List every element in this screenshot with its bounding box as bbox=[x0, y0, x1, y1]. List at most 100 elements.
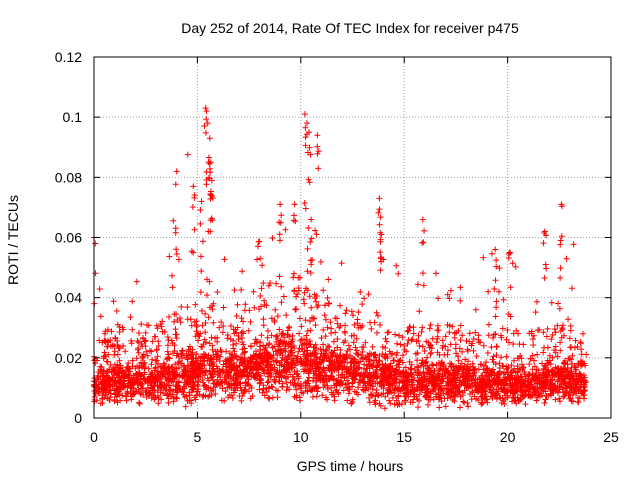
data-point bbox=[422, 362, 429, 369]
data-point bbox=[357, 379, 364, 386]
data-point bbox=[382, 335, 389, 342]
data-point bbox=[186, 343, 193, 350]
data-point bbox=[373, 309, 380, 316]
data-point bbox=[207, 159, 214, 166]
data-point bbox=[395, 371, 402, 378]
data-point bbox=[438, 378, 445, 385]
data-point bbox=[302, 134, 309, 141]
data-point bbox=[263, 385, 270, 392]
data-point bbox=[493, 263, 500, 270]
data-point bbox=[485, 321, 492, 328]
data-point bbox=[306, 144, 313, 151]
data-point bbox=[405, 327, 412, 334]
data-point bbox=[291, 377, 298, 384]
data-point bbox=[224, 373, 231, 380]
y-tick-label: 0.02 bbox=[55, 350, 82, 366]
data-point bbox=[239, 346, 246, 353]
data-point bbox=[359, 386, 366, 393]
data-point bbox=[343, 366, 350, 373]
data-point bbox=[123, 390, 130, 397]
data-point bbox=[442, 403, 449, 410]
data-point bbox=[184, 304, 191, 311]
data-point bbox=[309, 393, 316, 400]
data-point bbox=[390, 390, 397, 397]
data-point bbox=[264, 379, 271, 386]
data-point bbox=[308, 235, 315, 242]
data-point bbox=[457, 297, 464, 304]
data-point bbox=[164, 333, 171, 340]
data-point bbox=[233, 374, 240, 381]
data-point bbox=[477, 361, 484, 368]
data-point bbox=[272, 306, 279, 313]
data-point bbox=[534, 351, 541, 358]
data-point bbox=[488, 250, 495, 257]
data-point bbox=[554, 389, 561, 396]
data-point bbox=[201, 357, 208, 364]
data-point bbox=[192, 301, 199, 308]
data-point bbox=[509, 260, 516, 267]
data-point bbox=[205, 174, 212, 181]
data-point bbox=[414, 396, 421, 403]
data-point bbox=[231, 287, 238, 294]
data-point bbox=[462, 369, 469, 376]
data-point bbox=[377, 214, 384, 221]
data-point bbox=[444, 347, 451, 354]
data-point bbox=[574, 343, 581, 350]
data-point bbox=[300, 351, 307, 358]
data-point bbox=[501, 377, 508, 384]
data-point bbox=[403, 386, 410, 393]
data-point bbox=[246, 369, 253, 376]
data-point bbox=[426, 325, 433, 332]
data-point bbox=[296, 274, 303, 281]
data-point bbox=[472, 379, 479, 386]
data-point bbox=[335, 377, 342, 384]
y-tick-label: 0.04 bbox=[55, 290, 82, 306]
data-point bbox=[228, 354, 235, 361]
data-point bbox=[308, 261, 315, 268]
data-point bbox=[217, 353, 224, 360]
data-point bbox=[428, 349, 435, 356]
data-point bbox=[293, 293, 300, 300]
data-point bbox=[133, 278, 140, 285]
data-point bbox=[313, 298, 320, 305]
data-point bbox=[101, 330, 108, 337]
data-point bbox=[434, 335, 441, 342]
data-point bbox=[148, 392, 155, 399]
data-point bbox=[169, 340, 176, 347]
data-point bbox=[399, 379, 406, 386]
data-point bbox=[163, 356, 170, 363]
data-point bbox=[496, 372, 503, 379]
data-point bbox=[109, 374, 116, 381]
data-point bbox=[514, 355, 521, 362]
data-point bbox=[342, 381, 349, 388]
data-point bbox=[232, 352, 239, 359]
data-point bbox=[484, 399, 491, 406]
data-point bbox=[227, 322, 234, 329]
data-point bbox=[509, 388, 516, 395]
data-point bbox=[320, 287, 327, 294]
data-point bbox=[369, 378, 376, 385]
data-point bbox=[566, 390, 573, 397]
data-point bbox=[149, 338, 156, 345]
data-point bbox=[286, 323, 293, 330]
data-point bbox=[174, 382, 181, 389]
data-point bbox=[238, 397, 245, 404]
data-point bbox=[128, 393, 135, 400]
data-point bbox=[161, 381, 168, 388]
data-point bbox=[308, 304, 315, 311]
data-point bbox=[459, 348, 466, 355]
data-point bbox=[213, 381, 220, 388]
data-point bbox=[470, 347, 477, 354]
data-point bbox=[180, 389, 187, 396]
data-point bbox=[563, 255, 570, 262]
data-point bbox=[320, 365, 327, 372]
data-point bbox=[184, 316, 191, 323]
data-point bbox=[316, 366, 323, 373]
data-point bbox=[117, 386, 124, 393]
data-point bbox=[260, 322, 267, 329]
data-point bbox=[492, 313, 499, 320]
data-point bbox=[389, 381, 396, 388]
data-point bbox=[504, 387, 511, 394]
data-point bbox=[558, 325, 565, 332]
data-point bbox=[116, 345, 123, 352]
